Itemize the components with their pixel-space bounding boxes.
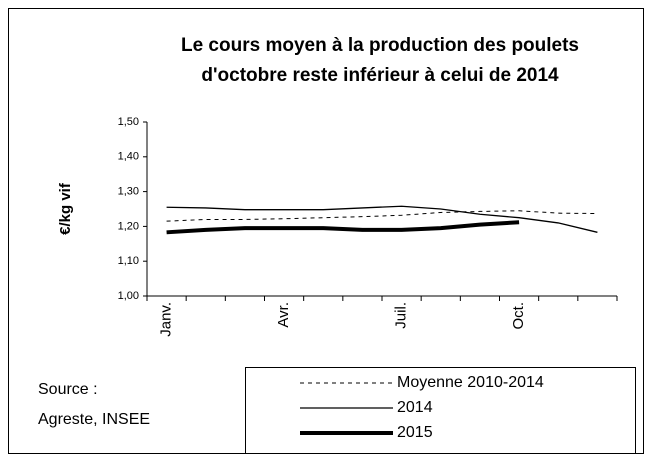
series-line: [166, 205, 598, 233]
legend-label: 2015: [397, 424, 433, 441]
y-tick-label: 1,20: [118, 220, 139, 232]
x-tick-label: Juil.: [393, 302, 410, 329]
legend: [245, 367, 636, 454]
series-line: [166, 220, 520, 235]
chart-title: d'octobre reste inférieur à celui de 201…: [201, 65, 559, 86]
x-tick-label: Oct.: [510, 302, 527, 330]
y-axis-label: €/kg vif: [57, 182, 74, 235]
x-tick-label: Janv.: [158, 302, 175, 337]
y-tick-label: 1,30: [118, 186, 139, 198]
legend-label: 2014: [397, 399, 433, 416]
y-tick-label: 1,00: [118, 290, 139, 302]
y-tick-label: 1,10: [118, 255, 139, 267]
y-tick-label: 1,40: [118, 151, 139, 163]
legend-label: Moyenne 2010-2014: [397, 374, 544, 391]
source: Agreste, INSEE: [38, 411, 150, 428]
source: Source :: [38, 381, 98, 398]
y-tick-label: 1,50: [118, 116, 139, 128]
chart-title: Le cours moyen à la production des poule…: [181, 35, 579, 56]
x-tick-label: Avr.: [275, 302, 292, 328]
